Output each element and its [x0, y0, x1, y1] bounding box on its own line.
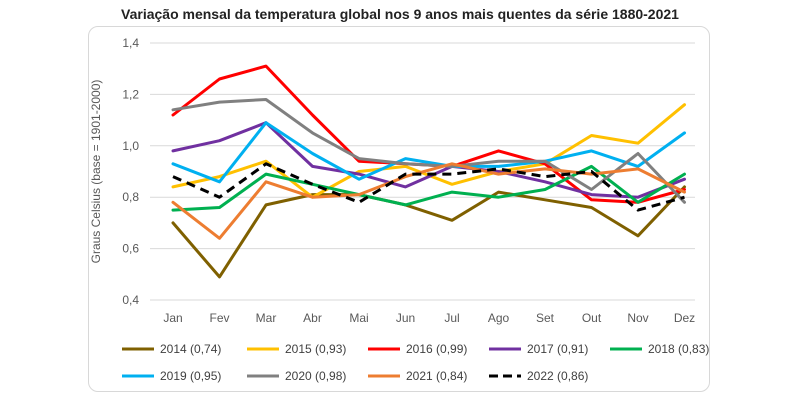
x-tick-label: Mar — [256, 311, 277, 325]
series-line — [171, 121, 686, 184]
y-tick-label: 1,0 — [122, 139, 139, 153]
y-tick-label: 0,8 — [122, 190, 139, 204]
series-line — [171, 185, 686, 279]
series-line — [171, 64, 686, 204]
x-tick-label: Dez — [674, 311, 695, 325]
x-tick-label: Jul — [444, 311, 459, 325]
legend-label: 2015 (0,93) — [285, 342, 346, 356]
y-tick-label: 0,4 — [122, 293, 139, 307]
legend-label: 2021 (0,84) — [406, 369, 467, 383]
y-tick-label: 1,2 — [122, 87, 139, 101]
chart-title: Variação mensal da temperatura global no… — [121, 6, 679, 22]
x-tick-label: Jan — [163, 311, 182, 325]
x-tick-label: Out — [582, 311, 602, 325]
legend-label: 2017 (0,91) — [527, 342, 588, 356]
x-tick-label: Abr — [303, 311, 322, 325]
series-line — [172, 162, 685, 212]
legend-label: 2020 (0,98) — [285, 369, 346, 383]
y-tick-label: 1,4 — [122, 36, 139, 50]
legend-label: 2016 (0,99) — [406, 342, 467, 356]
x-tick-label: Nov — [627, 311, 648, 325]
legend-label: 2014 (0,74) — [160, 342, 221, 356]
x-tick-label: Set — [536, 311, 555, 325]
legend-label: 2022 (0,86) — [527, 369, 588, 383]
x-tick-label: Jun — [396, 311, 415, 325]
series-line — [171, 162, 686, 240]
x-tick-label: Mai — [349, 311, 368, 325]
series-line — [171, 98, 686, 204]
legend-label: 2018 (0,83) — [648, 342, 709, 356]
x-tick-label: Ago — [488, 311, 510, 325]
y-tick-label: 0,6 — [122, 242, 139, 256]
x-tick-label: Fev — [209, 311, 229, 325]
legend-label: 2019 (0,95) — [160, 369, 221, 383]
series-line — [171, 121, 686, 199]
y-axis-label: Graus Celsius (base = 1901-2000) — [89, 80, 103, 264]
